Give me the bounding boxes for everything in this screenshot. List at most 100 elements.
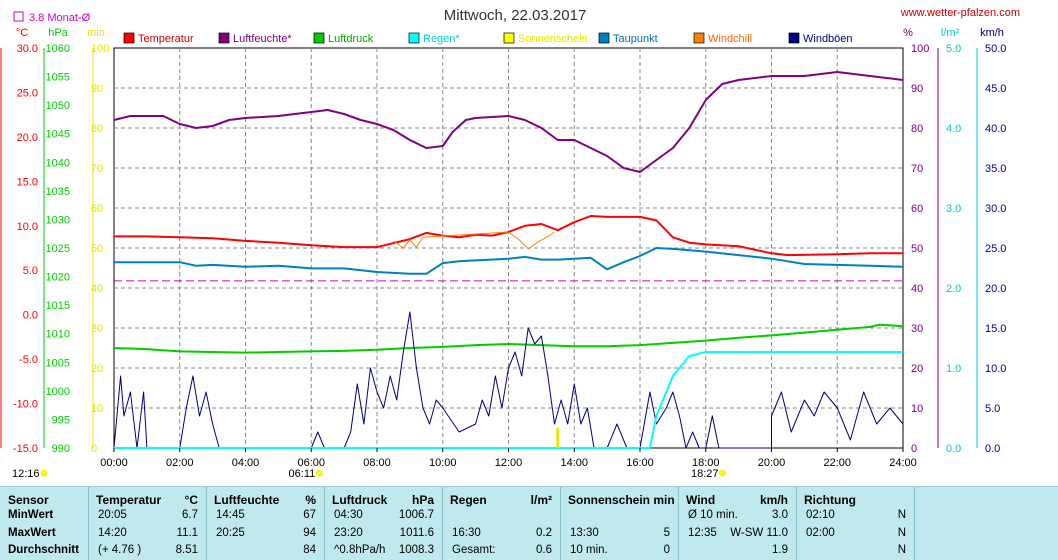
axis-tick-hum: 70 <box>911 163 923 175</box>
avg-legend-box <box>13 11 24 22</box>
stats-cell-time: Ø 10 min. <box>688 509 738 521</box>
axis-tick-hum: 10 <box>911 403 923 415</box>
axis-tick-sun: 90 <box>91 83 103 95</box>
stats-cell-time: 20:05 <box>98 509 127 521</box>
x-tick-label: 10:00 <box>429 457 457 469</box>
stats-header: Sonnenschein min <box>568 493 675 507</box>
legend-label: Luftdruck <box>328 33 374 45</box>
axis-tick-wind: 10.0 <box>985 363 1006 375</box>
x-tick-label: 04:00 <box>232 457 260 469</box>
axis-unit-hum: % <box>903 27 913 39</box>
legend-swatch <box>313 32 325 44</box>
axis-tick-rain: 5.0 <box>946 43 961 55</box>
axis-tick-wind: 0.0 <box>985 443 1000 455</box>
legend-item: Windböen <box>788 32 853 45</box>
stats-header: Luftdruck <box>332 493 388 507</box>
stats-column: Luftdruck hPa 04:30 1006.7 23:20 1011.6 ^0.8hP… <box>324 487 443 560</box>
axis-tick-wind: 45.0 <box>985 83 1006 95</box>
stats-cell-time: 16:30 <box>452 527 481 539</box>
weather-chart: Mittwoch, 22.03.2017 www.wetter-pfalzen.… <box>0 7 1020 480</box>
axis-unit-rain: l/m² <box>941 27 960 39</box>
legend-label: Windchill <box>708 33 752 45</box>
axis-tick-sun: 40 <box>91 283 103 295</box>
legend-swatch <box>598 32 610 44</box>
legend-item: Sonnenschein <box>503 32 588 45</box>
axis-tick-temp: -15.0 <box>13 443 38 455</box>
legend-label: Taupunkt <box>613 33 658 45</box>
x-tick-label: 06:00 <box>297 457 325 469</box>
axis-tick-wind: 20.0 <box>985 283 1006 295</box>
series-line <box>393 231 555 250</box>
legend-label: Regen* <box>423 33 460 45</box>
x-tick-label: 00:00 <box>100 457 128 469</box>
stats-row-label: MaxWert <box>8 527 56 539</box>
axis-tick-hum: 50 <box>911 243 923 255</box>
axis-tick-pressure: 1030 <box>46 214 70 226</box>
axis-tick-rain: 3.0 <box>946 203 961 215</box>
stats-cell-time: 14:45 <box>216 509 245 521</box>
x-tick-label: 18:00 <box>692 457 720 469</box>
stats-cell-value: 67 <box>303 509 316 521</box>
stats-column: Luftfeuchte% 14:45 67 20:25 94 84 <box>206 487 325 560</box>
stats-cell-value: N <box>897 544 906 556</box>
axis-tick-hum: 90 <box>911 83 923 95</box>
sunshine-bar <box>556 428 560 448</box>
stats-cell-value: 1006.7 <box>398 509 434 521</box>
axis-tick-temp: 10.0 <box>17 221 38 233</box>
axis-tick-sun: 100 <box>91 43 109 55</box>
stats-cell-value: W-SW 11.0 <box>730 527 788 539</box>
stats-cell-time: 04:30 <box>334 509 363 521</box>
axis-tick-pressure: 995 <box>52 414 70 426</box>
stats-cell-value: N <box>897 527 906 539</box>
x-tick-label: 24:00 <box>889 457 917 469</box>
legend-label: Luftfeuchte* <box>233 33 292 45</box>
stats-cell-value: 1.9 <box>772 544 788 556</box>
axis-tick-sun: 0 <box>91 443 97 455</box>
axis-tick-pressure: 1015 <box>46 300 70 312</box>
stats-row-label: MinWert <box>8 509 54 521</box>
axis-tick-wind: 5.0 <box>985 403 1000 415</box>
axis-unit-temp: °C <box>16 27 28 39</box>
axis-tick-pressure: 1055 <box>46 72 70 84</box>
stats-cell-value: 11.1 <box>176 527 198 539</box>
stats-cell-value: 1011.6 <box>399 527 434 539</box>
legend-swatch <box>788 32 800 44</box>
axis-tick-hum: 80 <box>911 123 923 135</box>
legend-label: Windböen <box>803 33 853 45</box>
chart-title: Mittwoch, 22.03.2017 <box>444 7 587 24</box>
stats-cell-time: 02:00 <box>806 527 835 539</box>
axis-tick-sun: 20 <box>91 363 103 375</box>
stats-cell-time: 23:20 <box>334 527 363 539</box>
legend-item: Taupunkt <box>598 32 658 45</box>
legend-item: Regen* <box>408 32 460 45</box>
legend-swatch <box>218 32 230 44</box>
axis-tick-pressure: 1005 <box>46 357 70 369</box>
axis-tick-temp: -10.0 <box>13 399 38 411</box>
series-line <box>114 215 903 257</box>
stats-header-unit: hPa <box>411 493 434 507</box>
series-line <box>113 323 904 354</box>
axis-unit-pressure: hPa <box>48 27 68 39</box>
x-tick-label: 14:00 <box>560 457 588 469</box>
stats-header-unit: % <box>305 493 316 507</box>
stats-column: Sensor MinWert MaxWert Durchschnitt <box>0 487 89 560</box>
time-note: 12:16 <box>12 468 40 480</box>
stats-header-unit: °C <box>184 493 198 507</box>
stats-header: Regen <box>450 493 487 507</box>
stats-header: Luftfeuchte <box>214 493 280 507</box>
axis-tick-pressure: 1025 <box>46 243 70 255</box>
axis-tick-sun: 60 <box>91 203 103 215</box>
axis-unit-wind: km/h <box>980 27 1004 39</box>
stats-column: Wind km/h Ø 10 min. 3.0 12:35 W-SW 11.0 1.9 <box>678 487 797 560</box>
axis-tick-temp: 15.0 <box>17 176 38 188</box>
axis-tick-pressure: 1060 <box>46 43 70 55</box>
axis-tick-rain: 1.0 <box>946 363 961 375</box>
stats-cell-value: 5 <box>663 527 670 539</box>
x-tick-label: 12:00 <box>495 457 523 469</box>
stats-cell-value: 8.51 <box>175 544 198 556</box>
axis-tick-hum: 0 <box>911 443 917 455</box>
series-line <box>114 247 904 275</box>
axis-tick-wind: 25.0 <box>985 243 1006 255</box>
watermark: www.wetter-pfalzen.com <box>900 7 1020 19</box>
axis-tick-pressure: 1010 <box>46 329 70 341</box>
